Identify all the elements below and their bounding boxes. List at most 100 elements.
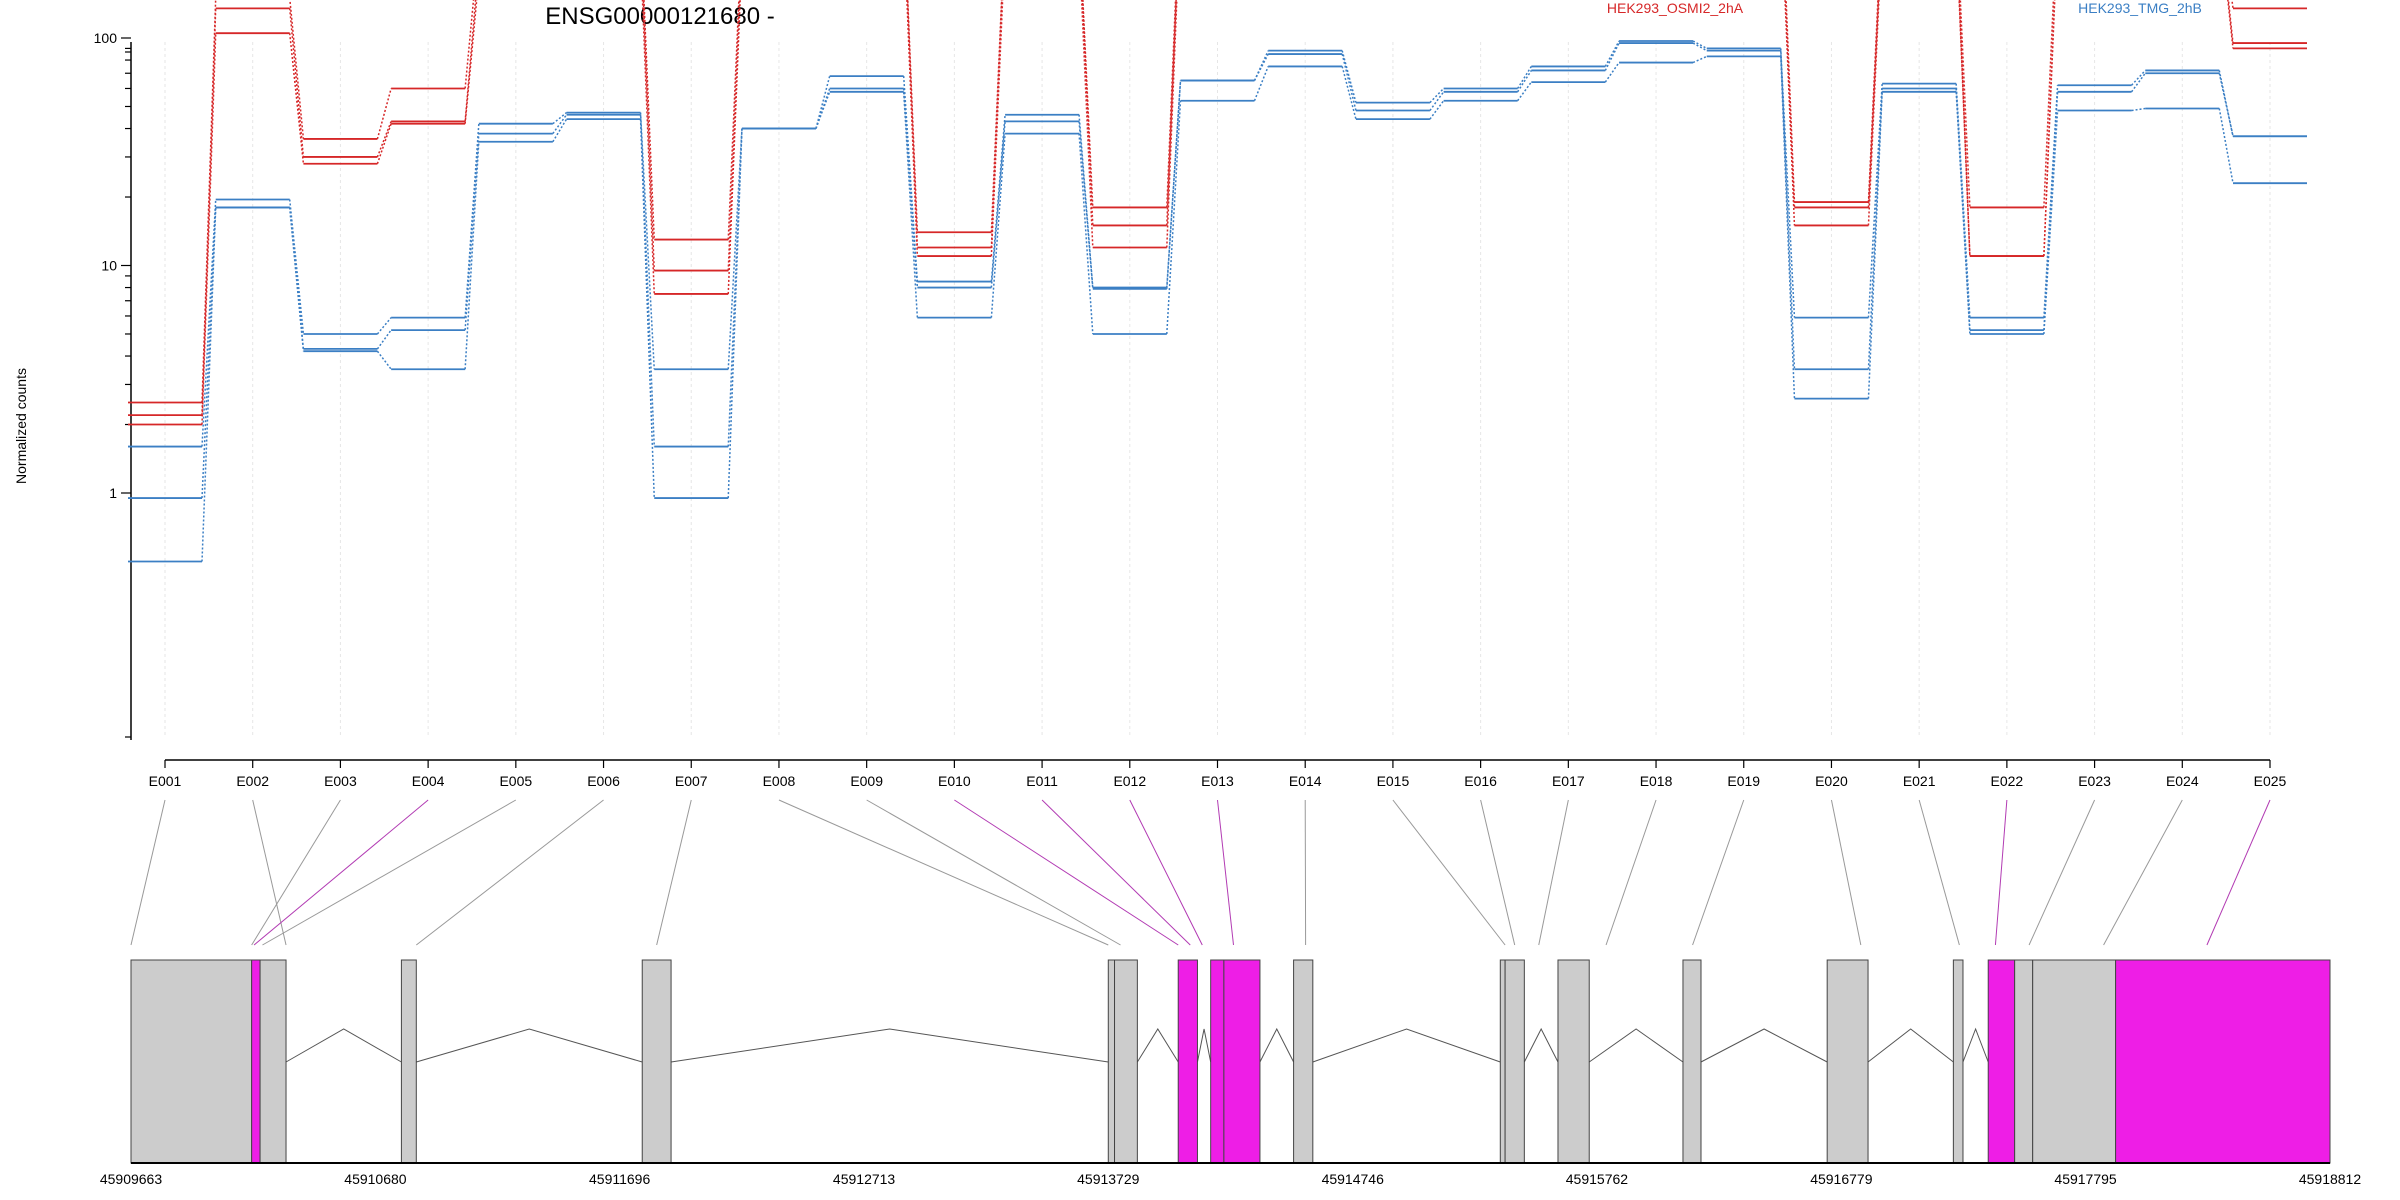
bin-transition — [1166, 80, 1182, 289]
bin-transition — [376, 329, 392, 350]
bin-transition — [376, 88, 392, 140]
bin-transition — [1166, 0, 1177, 226]
x-tick-label: E016 — [1464, 773, 1497, 789]
bin-transition — [464, 123, 480, 318]
x-tick-label: E012 — [1113, 773, 1146, 789]
exon-bin — [400, 959, 417, 1164]
exon-bin-significant — [1223, 959, 1261, 1164]
bin-transition — [1867, 0, 1879, 203]
bin-transition — [289, 0, 305, 140]
bin-transition — [1959, 0, 1971, 208]
coordinate-label: 45916779 — [1810, 1171, 1873, 1187]
x-tick-label: E006 — [587, 773, 620, 789]
bin-transition — [1958, 0, 1971, 257]
x-tick-label: E011 — [1026, 773, 1058, 789]
bin-transition — [2218, 108, 2234, 184]
bin-connector — [778, 799, 1109, 946]
bin-transition — [1429, 87, 1445, 104]
exon-bin — [1293, 959, 1314, 1164]
bin-transition — [2227, 0, 2234, 44]
x-tick-label: E009 — [850, 773, 883, 789]
bin-connector — [866, 799, 1121, 946]
bin-transition — [464, 0, 475, 89]
bin-transition — [1080, 0, 1094, 248]
bin-transition — [1516, 70, 1532, 93]
bin-transition — [288, 33, 305, 164]
bin-transition — [1604, 42, 1620, 71]
x-axis: E001 E002 E003 E004 E005 E006 E007 E008 E009 E010… — [149, 759, 2287, 789]
series-3 — [128, 0, 2307, 426]
coordinate-label: 45918812 — [2299, 1171, 2362, 1187]
coordinate-label: 45910680 — [344, 1171, 407, 1187]
x-tick-label: E018 — [1640, 773, 1673, 789]
bin-transition — [2227, 0, 2234, 49]
coordinate-label: 45915762 — [1566, 1171, 1629, 1187]
bin-transition — [1692, 55, 1708, 64]
bin-transition — [464, 0, 478, 124]
bin-connector — [1480, 799, 1516, 946]
bin-connector — [253, 799, 429, 946]
bin-transition — [1429, 100, 1445, 120]
coordinate-label: 45912713 — [833, 1171, 896, 1187]
bin-connector — [656, 799, 692, 946]
x-tick-label: E003 — [324, 773, 357, 789]
exon-bin — [130, 959, 253, 1164]
exon-bin-significant — [1987, 959, 2016, 1164]
bin-transition — [1253, 53, 1269, 81]
x-tick-label: E007 — [675, 773, 708, 789]
bin-transition — [1867, 0, 1880, 226]
bin-transition — [201, 207, 217, 499]
bin-transition — [727, 0, 741, 271]
bin-transition — [288, 8, 305, 158]
genomic-coordinate-axis: 45909663 45910680 45911696 45912713 45913729… — [100, 1162, 2362, 1187]
bin-transition — [641, 0, 655, 294]
intron-line — [1867, 1028, 1954, 1063]
bin-transition — [1078, 133, 1094, 335]
bin-transition — [464, 141, 480, 370]
bin-transition — [1867, 91, 1883, 399]
bin-transition — [1429, 91, 1445, 111]
x-tick-label: E010 — [938, 773, 971, 789]
bin-connector — [1392, 799, 1506, 946]
bin-transition — [376, 350, 392, 370]
bin-transition — [201, 207, 217, 562]
intron-line — [1962, 1027, 1989, 1063]
x-tick-label: E005 — [499, 773, 532, 789]
exon-bin — [641, 959, 672, 1164]
x-tick-label: E001 — [149, 773, 182, 789]
bin-transition — [1516, 66, 1532, 89]
exon-bin — [1504, 959, 1525, 1164]
exon-bin — [1952, 959, 1964, 1164]
exon-bin — [1682, 959, 1702, 1164]
gene-model-track — [130, 959, 2331, 1164]
x-tick-label: E022 — [1991, 773, 2024, 789]
bin-transition — [2043, 0, 2056, 257]
x-tick-label: E008 — [763, 773, 796, 789]
x-tick-label: E020 — [1815, 773, 1848, 789]
coordinate-label: 45913729 — [1077, 1171, 1140, 1187]
bin-transition — [1604, 40, 1620, 67]
x-tick-label: E017 — [1552, 773, 1585, 789]
bin-connector — [1217, 799, 1235, 946]
bin-connector — [2206, 799, 2271, 946]
bin-transition — [1692, 40, 1708, 50]
bin-connector — [1538, 799, 1569, 946]
bin-connector — [954, 799, 1179, 946]
bin-transition — [902, 91, 919, 318]
bin-transition — [727, 128, 743, 499]
y-axis: 1 10 100 — [94, 30, 132, 740]
x-tick-label: E019 — [1727, 773, 1760, 789]
exon-bin — [259, 959, 287, 1164]
bin-connector — [252, 799, 287, 946]
legend-entry-tmg: HEK293_TMG_2hB — [2078, 0, 2202, 16]
coordinate-label: 45917795 — [2054, 1171, 2117, 1187]
exon-bin — [1826, 959, 1869, 1164]
x-tick-label: E024 — [2166, 773, 2199, 789]
bin-transition — [990, 133, 1006, 318]
coordinate-label: 45914746 — [1322, 1171, 1385, 1187]
intron-line — [1259, 1027, 1295, 1063]
bin-transition — [288, 199, 305, 335]
bin-connector — [2028, 799, 2096, 946]
bin-connector — [1994, 799, 2008, 946]
